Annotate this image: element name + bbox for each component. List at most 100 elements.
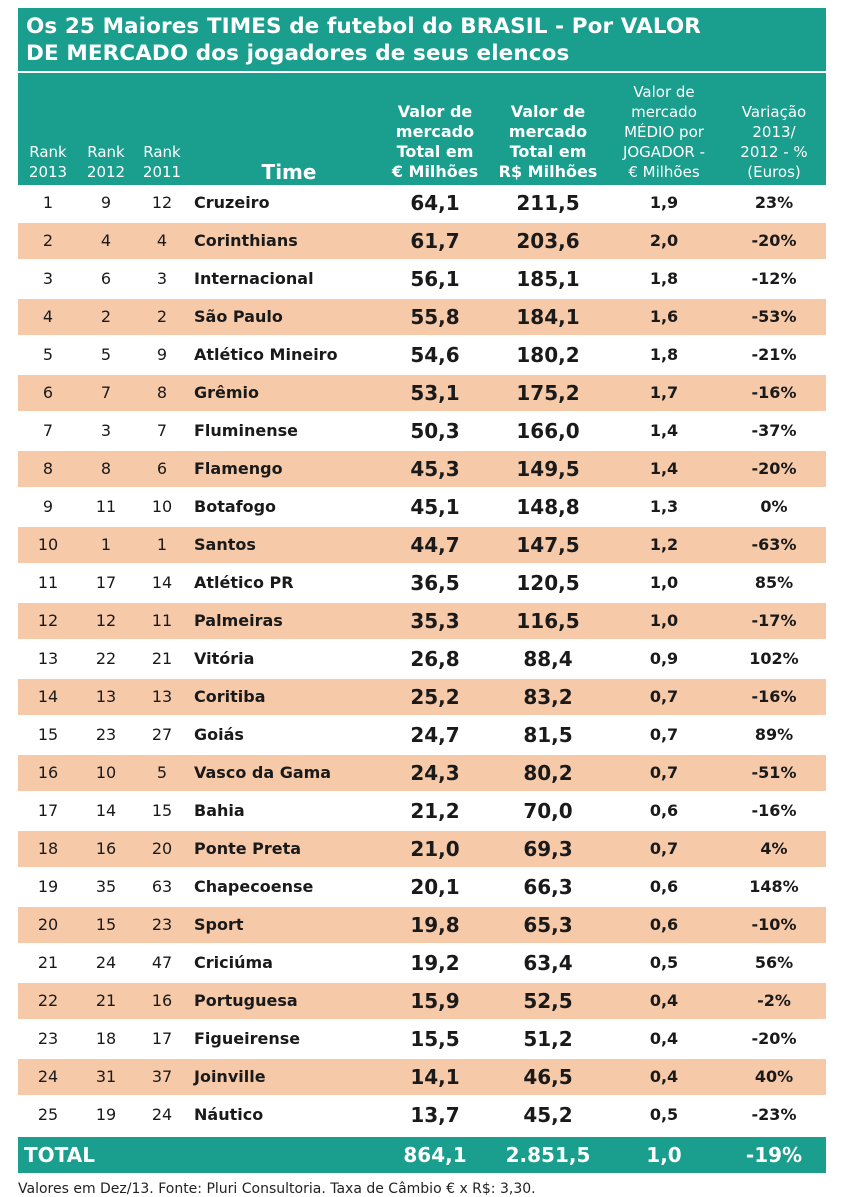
valor-medio-cell: 0,7 xyxy=(649,763,679,782)
header-valor-medio: Valor de mercado MÉDIO por JOGADOR - € M… xyxy=(606,82,722,182)
valor-medio-cell: 0,4 xyxy=(649,1067,679,1086)
variacao-cell: 148% xyxy=(749,877,799,896)
valor-euro-cell: 20,1 xyxy=(410,875,460,899)
rank-2013-cell: 3 xyxy=(42,269,54,288)
table-row: 21 24 47 Criciúma 19,2 63,4 0,5 56% xyxy=(18,943,826,981)
table-row: 3 6 3 Internacional 56,1 185,1 1,8 -12% xyxy=(18,259,826,297)
team-name-cell: Chapecoense xyxy=(194,877,314,896)
rank-2012-cell: 1 xyxy=(100,535,112,554)
valor-real-cell: 185,1 xyxy=(516,267,580,291)
variacao-cell: -17% xyxy=(751,611,797,630)
variacao-cell: 23% xyxy=(754,193,794,212)
variacao-cell: -20% xyxy=(751,1029,797,1048)
table-row: 13 22 21 Vitória 26,8 88,4 0,9 102% xyxy=(18,639,826,677)
header-valor-medio-line-3: MÉDIO por xyxy=(624,123,704,141)
table-title-line-2: DE MERCADO dos jogadores de seus elencos xyxy=(26,41,570,66)
valor-euro-cell: 14,1 xyxy=(410,1065,460,1089)
rank-2013-cell: 7 xyxy=(42,421,54,440)
header-valor-euro-line-1: Valor de xyxy=(397,102,473,121)
table-body: 1 9 12 Cruzeiro 64,1 211,5 1,9 23% 2 4 4 Corinthian… xyxy=(18,185,826,1133)
rank-2012-cell: 23 xyxy=(95,725,117,744)
header-valor-euro: Valor de mercado Total em € Milhões xyxy=(380,102,490,182)
rank-2011-cell: 7 xyxy=(156,421,168,440)
rank-2013-cell: 24 xyxy=(37,1067,59,1086)
rank-2011-cell: 47 xyxy=(151,953,173,972)
table-row: 15 23 27 Goiás 24,7 81,5 0,7 89% xyxy=(18,715,826,753)
table-row: 25 19 24 Náutico 13,7 45,2 0,5 -23% xyxy=(18,1095,826,1133)
rank-2012-cell: 12 xyxy=(95,611,117,630)
rank-2012-cell: 24 xyxy=(95,953,117,972)
rank-2012-cell: 3 xyxy=(100,421,112,440)
valor-medio-cell: 1,0 xyxy=(649,573,679,592)
header-valor-medio-line-1: Valor de xyxy=(633,83,695,101)
valor-euro-cell: 36,5 xyxy=(410,571,460,595)
valor-real-cell: 180,2 xyxy=(516,343,580,367)
valor-medio-cell: 0,6 xyxy=(649,915,679,934)
rank-2013-cell: 2 xyxy=(42,231,54,250)
team-name-cell: Ponte Preta xyxy=(194,839,302,858)
valor-real-cell: 63,4 xyxy=(523,951,573,975)
valor-medio-cell: 0,6 xyxy=(649,801,679,820)
valor-real-cell: 175,2 xyxy=(516,381,580,405)
valor-real-cell: 88,4 xyxy=(523,647,573,671)
table-row: 20 15 23 Sport 19,8 65,3 0,6 -10% xyxy=(18,905,826,943)
team-name-cell: Santos xyxy=(194,535,256,554)
rank-2011-cell: 23 xyxy=(151,915,173,934)
valor-medio-cell: 0,7 xyxy=(649,725,679,744)
rank-2012-cell: 11 xyxy=(95,497,117,516)
variacao-cell: -20% xyxy=(751,459,797,478)
header-variacao-line-4: (Euros) xyxy=(747,163,801,181)
table-title: Os 25 Maiores TIMES de futebol do BRASIL… xyxy=(18,8,826,71)
variacao-cell: -23% xyxy=(751,1105,797,1124)
rank-2012-cell: 2 xyxy=(100,307,112,326)
table-header: Rank 2013 Rank 2012 Rank 2011 Time Valor… xyxy=(18,73,826,185)
table-row: 4 2 2 São Paulo 55,8 184,1 1,6 -53% xyxy=(18,297,826,335)
valor-euro-cell: 21,0 xyxy=(410,837,460,861)
table-row: 23 18 17 Figueirense 15,5 51,2 0,4 -20% xyxy=(18,1019,826,1057)
valor-medio-cell: 1,4 xyxy=(649,421,679,440)
header-rank-2013: Rank 2013 xyxy=(18,142,78,182)
rank-2011-cell: 14 xyxy=(151,573,173,592)
team-name-cell: Criciúma xyxy=(194,953,273,972)
team-name-cell: Internacional xyxy=(194,269,314,288)
table-row: 24 31 37 Joinville 14,1 46,5 0,4 40% xyxy=(18,1057,826,1095)
rank-2013-cell: 16 xyxy=(37,763,59,782)
rank-2012-cell: 31 xyxy=(95,1067,117,1086)
valor-euro-cell: 55,8 xyxy=(410,305,460,329)
rank-2011-cell: 12 xyxy=(151,193,173,212)
rank-2011-cell: 2 xyxy=(156,307,168,326)
header-valor-real: Valor de mercado Total em R$ Milhões xyxy=(490,102,606,182)
header-valor-real-line-1: Valor de xyxy=(510,102,586,121)
valor-real-cell: 69,3 xyxy=(523,837,573,861)
valor-euro-cell: 45,3 xyxy=(410,457,460,481)
valor-euro-cell: 25,2 xyxy=(410,685,460,709)
rank-2012-cell: 19 xyxy=(95,1105,117,1124)
valor-euro-cell: 44,7 xyxy=(410,533,460,557)
header-valor-medio-line-5: € Milhões xyxy=(628,163,700,181)
valor-medio-cell: 1,4 xyxy=(649,459,679,478)
table-row: 10 1 1 Santos 44,7 147,5 1,2 -63% xyxy=(18,525,826,563)
total-real: 2.851,5 xyxy=(505,1143,591,1167)
header-rank-2013-line-2: 2013 xyxy=(28,163,68,181)
valor-real-cell: 80,2 xyxy=(523,761,573,785)
valor-real-cell: 81,5 xyxy=(523,723,573,747)
rank-2011-cell: 4 xyxy=(156,231,168,250)
total-row: TOTAL 864,1 2.851,5 1,0 -19% xyxy=(18,1137,826,1173)
table-row: 17 14 15 Bahia 21,2 70,0 0,6 -16% xyxy=(18,791,826,829)
rank-2011-cell: 6 xyxy=(156,459,168,478)
rank-2013-cell: 8 xyxy=(42,459,54,478)
rank-2011-cell: 10 xyxy=(151,497,173,516)
header-valor-euro-line-2: mercado xyxy=(395,122,475,141)
rank-2011-cell: 17 xyxy=(151,1029,173,1048)
team-name-cell: Figueirense xyxy=(194,1029,301,1048)
rank-2012-cell: 5 xyxy=(100,345,112,364)
valor-real-cell: 166,0 xyxy=(516,419,580,443)
header-rank-2012-line-2: 2012 xyxy=(86,163,126,181)
valor-real-cell: 70,0 xyxy=(523,799,573,823)
valor-real-cell: 148,8 xyxy=(516,495,580,519)
team-name-cell: Flamengo xyxy=(194,459,283,478)
table-row: 12 12 11 Palmeiras 35,3 116,5 1,0 -17% xyxy=(18,601,826,639)
rank-2012-cell: 16 xyxy=(95,839,117,858)
valor-euro-cell: 56,1 xyxy=(410,267,460,291)
rank-2011-cell: 5 xyxy=(156,763,168,782)
